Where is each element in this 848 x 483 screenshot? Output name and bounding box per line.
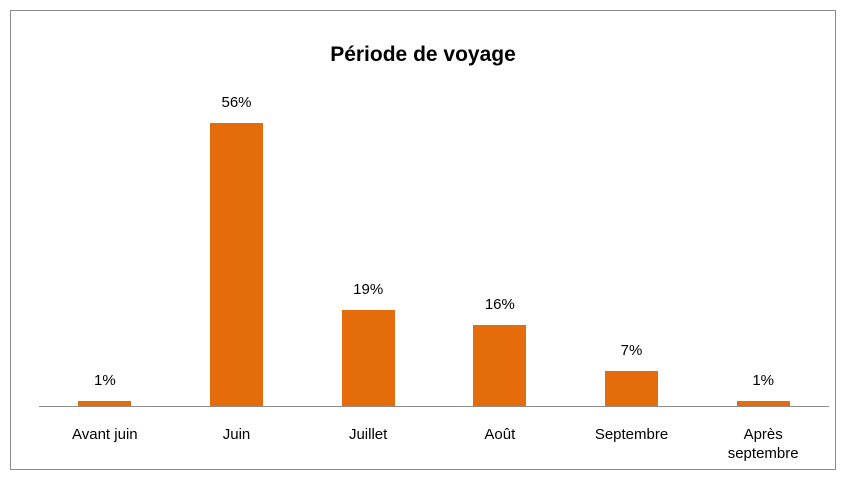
bar xyxy=(605,370,658,406)
bar xyxy=(736,400,790,406)
bar xyxy=(78,400,132,406)
bar xyxy=(210,123,263,406)
x-tick-label: Avant juin xyxy=(72,426,138,443)
bar xyxy=(341,310,395,406)
x-tick-label: Juillet xyxy=(348,426,388,443)
data-label: 1% xyxy=(93,371,116,389)
bar xyxy=(473,325,527,406)
x-axis-line xyxy=(39,406,829,407)
data-label: 1% xyxy=(752,371,774,389)
chart-title: Période de voyage xyxy=(330,43,516,66)
x-tick-label: Juin xyxy=(222,426,251,443)
chart: Période de voyage Avant juin 1% Juin 56% Jui… xyxy=(10,10,836,470)
data-label: 7% xyxy=(620,341,643,359)
data-label: 56% xyxy=(221,94,252,112)
x-tick-label: Août xyxy=(484,426,516,443)
x-tick-label: Après septembre xyxy=(727,426,799,462)
x-tick-label: Septembre xyxy=(594,426,669,443)
data-label: 16% xyxy=(484,296,515,314)
data-label: 19% xyxy=(353,281,384,299)
